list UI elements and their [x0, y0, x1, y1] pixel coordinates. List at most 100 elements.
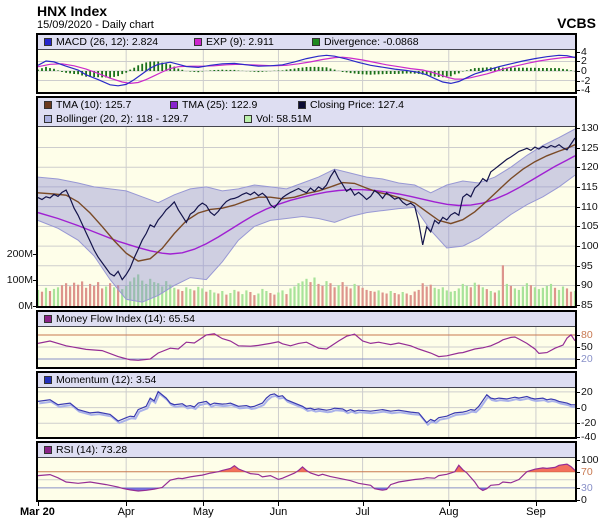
price-plot[interactable] [38, 127, 575, 306]
price-ytick-110: 110 [581, 200, 598, 213]
tick-mark [577, 167, 580, 169]
tick-mark [577, 459, 580, 461]
macd-ytick-4: 4 [581, 45, 587, 58]
legend-item-momentum-0-0: Momentum (12): 3.54 [44, 374, 156, 386]
tick-mark [577, 500, 580, 501]
tick-mark [577, 127, 580, 129]
panel-momentum: Momentum (12): 3.54 [36, 371, 577, 439]
tick-mark [577, 147, 580, 149]
panel-rsi: RSI (14): 73.28 [36, 441, 577, 502]
price-ytick-90: 90 [581, 279, 593, 292]
momentum-ytick--40: -40 [581, 431, 597, 443]
legend-label: Momentum (12): 3.54 [56, 374, 157, 386]
legend-swatch [298, 101, 306, 109]
legend-momentum: Momentum (12): 3.54 [38, 373, 575, 388]
price-ytick-115: 115 [581, 180, 598, 193]
legend-label: Divergence: -0.0868 [324, 36, 419, 48]
tick-mark [577, 80, 580, 82]
tick-mark [577, 347, 580, 348]
tick-mark [448, 502, 450, 506]
legend-swatch [44, 101, 52, 109]
momentum-ytick-20: 20 [581, 385, 593, 398]
legend-swatch [194, 38, 202, 46]
tick-mark [577, 423, 580, 425]
price-ytick-130: 130 [581, 121, 599, 134]
brand-logo: VCBS [557, 15, 596, 31]
macd-plot[interactable] [38, 50, 575, 92]
legend-swatch [44, 446, 52, 454]
xaxis-label-jun: Jun [269, 506, 288, 518]
legend-item-macd-0-0: MACD (26, 12): 2.824 [44, 36, 194, 48]
macd-ytick-2: 2 [581, 55, 587, 68]
legend-row: Momentum (12): 3.54 [44, 373, 575, 387]
legend-label: EXP (9): 2.911 [206, 36, 274, 48]
xaxis-label-may: May [192, 506, 214, 518]
tick-mark [577, 391, 580, 393]
tick-mark [535, 502, 537, 506]
volume-ytick-0M: 0M [18, 300, 33, 312]
rsi-plot[interactable] [38, 458, 575, 500]
legend-price: TMA (10): 125.7 TMA (25): 122.9 Closing Pr… [38, 98, 575, 127]
tick-mark [577, 335, 580, 336]
price-ytick-125: 125 [581, 141, 599, 154]
mfi-ytick-80: 80 [581, 329, 593, 341]
legend-label: Bollinger (20, 2): 118 - 129.7 [56, 113, 189, 125]
macd-ytick-0: 0 [581, 65, 587, 77]
tick-mark [577, 305, 580, 307]
legend-item-price-1-0: Bollinger (20, 2): 118 - 129.7 [44, 113, 244, 125]
momentum-ytick-0: 0 [581, 401, 587, 414]
xaxis-label-apr: Apr [117, 506, 135, 518]
legend-label: Vol: 58.51M [256, 113, 312, 125]
tick-mark [577, 487, 580, 489]
tick-mark [362, 502, 364, 506]
legend-item-mfi-0-0: Money Flow Index (14): 65.54 [44, 313, 195, 325]
tick-mark [126, 502, 128, 506]
legend-swatch [44, 315, 52, 323]
rsi-ytick-70: 70 [581, 465, 593, 478]
legend-item-price-1-1: Vol: 58.51M [244, 113, 311, 125]
legend-row: TMA (10): 125.7 TMA (25): 122.9 Closing Pr… [44, 98, 575, 112]
mfi-ytick-50: 50 [581, 341, 593, 353]
price-ytick-105: 105 [581, 220, 599, 233]
xaxis-label-aug: Aug [438, 506, 459, 518]
tick-mark [577, 407, 580, 409]
page-title: HNX Index [37, 3, 108, 19]
legend-item-price-0-0: TMA (10): 125.7 [44, 99, 170, 111]
xaxis-label-sep: Sep [526, 506, 546, 518]
legend-label: Closing Price: 127.4 [310, 99, 404, 111]
volume-ytick-200M: 200M [6, 248, 33, 261]
legend-swatch [312, 38, 320, 46]
tick-mark [577, 90, 580, 92]
tick-mark [577, 71, 580, 72]
legend-item-rsi-0-0: RSI (14): 73.28 [44, 444, 127, 456]
legend-swatch [44, 376, 52, 384]
legend-label: TMA (10): 125.7 [56, 99, 132, 111]
volume-ytick-100M: 100M [6, 274, 33, 287]
macd-ytick--2: -2 [581, 74, 591, 87]
xaxis-label-jul: Jul [355, 506, 370, 518]
legend-label: MACD (26, 12): 2.824 [56, 36, 159, 48]
panel-macd: MACD (26, 12): 2.824 EXP (9): 2.911 Diverg… [36, 33, 577, 94]
legend-swatch [44, 38, 52, 46]
price-ytick-85: 85 [581, 299, 593, 312]
legend-row: Money Flow Index (14): 65.54 [44, 312, 575, 326]
panel-money-flow-index: Money Flow Index (14): 65.54 [36, 310, 577, 369]
legend-swatch [170, 101, 178, 109]
tick-mark [577, 226, 580, 228]
tick-mark [577, 61, 580, 63]
page-subtitle: 15/09/2020 - Daily chart [37, 19, 154, 31]
macd-ytick--4: -4 [581, 84, 591, 97]
mfi-plot[interactable] [38, 327, 575, 367]
legend-label: RSI (14): 73.28 [56, 444, 128, 456]
legend-label: Money Flow Index (14): 65.54 [56, 313, 195, 325]
tick-mark [577, 285, 580, 287]
rsi-ytick-30: 30 [581, 481, 593, 494]
tick-mark [577, 265, 580, 267]
panel-price: TMA (10): 125.7 TMA (25): 122.9 Closing Pr… [36, 96, 577, 308]
price-ytick-100: 100 [581, 240, 599, 253]
momentum-plot[interactable] [38, 388, 575, 437]
rsi-ytick-0: 0 [581, 494, 587, 506]
price-ytick-95: 95 [581, 259, 593, 272]
legend-item-price-0-1: TMA (25): 122.9 [170, 99, 298, 111]
